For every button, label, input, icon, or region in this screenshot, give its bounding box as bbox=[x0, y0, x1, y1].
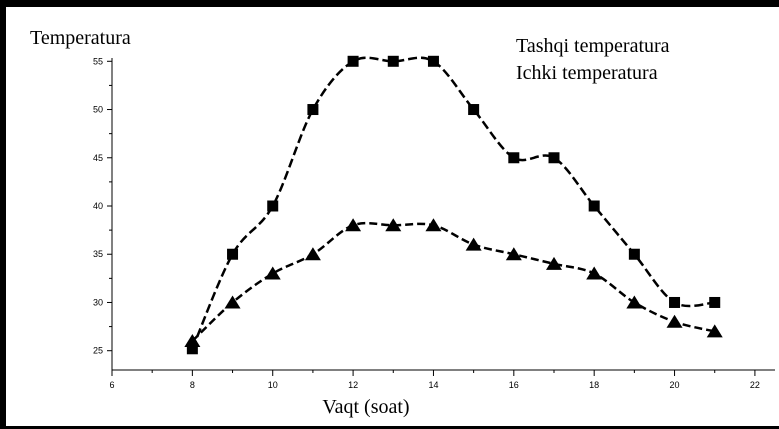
square-marker bbox=[669, 296, 681, 308]
square-marker bbox=[307, 104, 319, 116]
x-tick-label: 22 bbox=[750, 380, 760, 390]
triangle-marker bbox=[505, 247, 522, 261]
y-tick-label: 25 bbox=[93, 346, 103, 356]
square-marker bbox=[628, 248, 640, 260]
legend-entry-1: Tashqi temperatura bbox=[516, 35, 670, 57]
y-tick-label: 50 bbox=[93, 105, 103, 115]
y-tick-label: 45 bbox=[93, 153, 103, 163]
triangle-marker bbox=[264, 266, 281, 280]
triangle-marker bbox=[546, 256, 562, 270]
x-tick-label: 6 bbox=[109, 380, 114, 390]
triangle-marker bbox=[465, 237, 482, 251]
triangle-marker bbox=[706, 324, 723, 338]
triangle-marker bbox=[425, 218, 442, 232]
y-axis-label: Temperatura bbox=[30, 27, 131, 49]
y-tick-label: 35 bbox=[93, 249, 103, 259]
square-marker bbox=[588, 200, 600, 212]
triangle-marker bbox=[304, 247, 321, 261]
square-marker bbox=[387, 55, 399, 67]
x-tick-label: 10 bbox=[268, 380, 278, 390]
y-tick-label: 30 bbox=[93, 297, 103, 307]
square-marker bbox=[468, 104, 480, 116]
x-axis-label: Vaqt (soat) bbox=[322, 396, 409, 418]
square-marker bbox=[227, 248, 239, 260]
triangle-marker bbox=[224, 295, 241, 309]
x-tick-label: 20 bbox=[670, 380, 680, 390]
square-marker bbox=[186, 343, 198, 355]
triangle-marker bbox=[385, 218, 402, 232]
x-tick-label: 18 bbox=[589, 380, 599, 390]
triangle-marker bbox=[586, 266, 603, 280]
x-tick-label: 14 bbox=[428, 380, 438, 390]
square-marker bbox=[508, 152, 520, 164]
square-marker bbox=[548, 152, 560, 164]
triangle-marker bbox=[666, 314, 683, 328]
square-marker bbox=[347, 55, 359, 67]
series-line-2 bbox=[191, 221, 716, 342]
triangle-marker bbox=[345, 218, 362, 232]
x-tick-label: 16 bbox=[509, 380, 519, 390]
x-tick-label: 8 bbox=[190, 380, 195, 390]
y-tick-label: 40 bbox=[93, 201, 103, 211]
triangle-marker bbox=[626, 295, 643, 309]
y-tick-label: 55 bbox=[93, 56, 103, 66]
square-marker bbox=[267, 200, 279, 212]
series-line-1 bbox=[191, 56, 715, 350]
x-tick-label: 12 bbox=[348, 380, 358, 390]
square-marker bbox=[427, 55, 439, 67]
triangle-marker bbox=[184, 334, 201, 348]
legend-entry-2: Ichki temperatura bbox=[516, 62, 658, 84]
square-marker bbox=[709, 296, 721, 308]
